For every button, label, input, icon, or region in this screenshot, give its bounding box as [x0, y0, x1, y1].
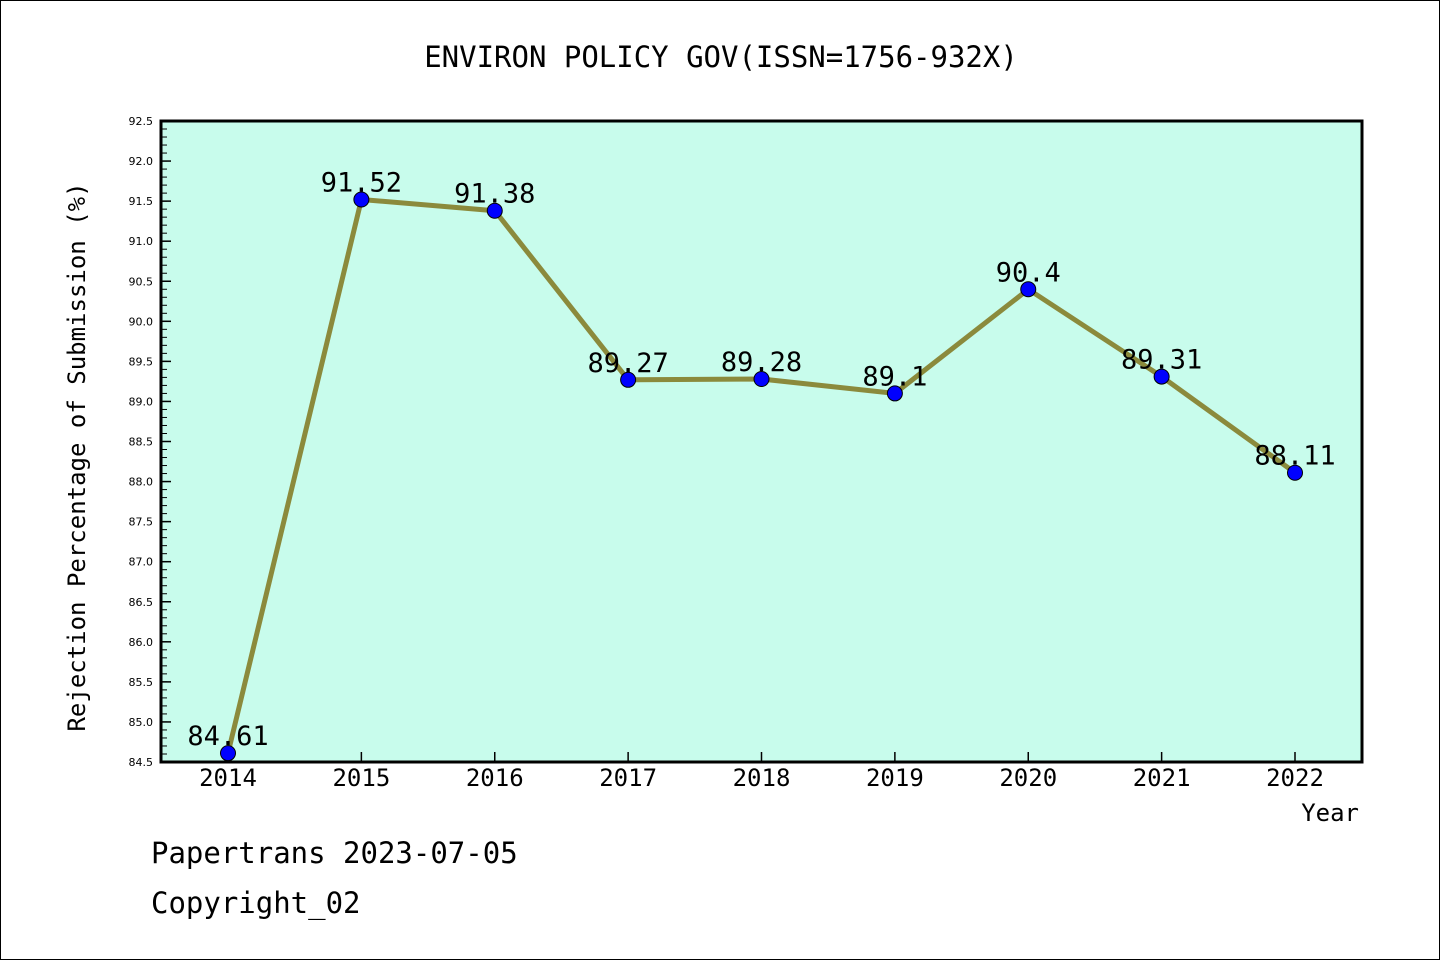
x-axis-label: Year [1301, 799, 1359, 827]
y-tick-label: 86.0 [129, 636, 154, 649]
y-tick-label: 91.5 [129, 195, 154, 208]
x-tick-label: 2018 [733, 764, 791, 792]
x-tick-label: 2017 [599, 764, 657, 792]
data-point [353, 191, 370, 208]
series-markers [220, 191, 1303, 762]
y-tick-label: 92.0 [129, 155, 154, 168]
y-tick-label: 89.0 [129, 395, 154, 408]
x-tick-label: 2016 [466, 764, 524, 792]
data-point [620, 371, 637, 388]
plot-area [159, 119, 1364, 764]
y-tick-label: 92.5 [129, 115, 154, 128]
data-label: 88.11 [1254, 441, 1335, 472]
x-tick-label: 2020 [999, 764, 1057, 792]
y-tick-label: 89.5 [129, 355, 154, 368]
x-tick-label: 2019 [866, 764, 924, 792]
data-point [1153, 368, 1170, 385]
y-tick-label: 88.5 [129, 436, 154, 449]
y-tick-label: 86.5 [129, 596, 154, 609]
y-tick-label: 87.5 [129, 516, 154, 529]
data-label: 91.52 [321, 168, 402, 199]
y-tick-label: 90.0 [129, 315, 154, 328]
x-tick-label: 2015 [332, 764, 390, 792]
data-point [220, 745, 236, 762]
data-label: 89.1 [862, 361, 927, 392]
data-point [486, 202, 503, 219]
y-tick-label: 84.5 [129, 756, 154, 769]
data-label: 89.27 [587, 348, 668, 379]
y-tick-label: 85.0 [129, 716, 154, 729]
y-tick-label: 90.5 [129, 275, 154, 288]
data-label: 89.28 [721, 347, 802, 378]
data-label: 89.31 [1121, 345, 1202, 376]
data-point [753, 371, 770, 388]
data-point [1287, 464, 1303, 481]
data-point [1020, 281, 1037, 298]
data-labels: 84.61 91.52 91.38 89.27 89.28 89.1 90.4 89.31 88… [187, 168, 1335, 753]
y-tick-label: 88.0 [129, 476, 154, 489]
footer-copyright: Copyright_02 [151, 886, 361, 920]
footer-date: Papertrans 2023-07-05 [151, 836, 518, 870]
y-tick-label: 91.0 [129, 235, 154, 248]
x-axis-ticks: 2014 2015 2016 2017 2018 2019 2020 2021 2022 [199, 752, 1324, 792]
y-tick-label: 87.0 [129, 556, 154, 569]
x-tick-label: 2014 [199, 764, 257, 792]
data-point [886, 385, 903, 402]
y-tick-label: 85.5 [129, 676, 154, 689]
x-tick-label: 2022 [1266, 764, 1324, 792]
x-tick-label: 2021 [1133, 764, 1191, 792]
data-label: 84.61 [187, 721, 268, 752]
y-axis-label: Rejection Percentage of Submission (%) [63, 182, 91, 731]
chart-title: ENVIRON POLICY GOV(ISSN=1756-932X) [424, 40, 1018, 74]
data-label: 90.4 [996, 257, 1061, 288]
y-axis-ticks: 84.5 85.0 85.5 86.0 86.5 87.0 87.5 88.0 88.5 89.0… [129, 115, 171, 769]
data-label: 91.38 [454, 179, 535, 210]
